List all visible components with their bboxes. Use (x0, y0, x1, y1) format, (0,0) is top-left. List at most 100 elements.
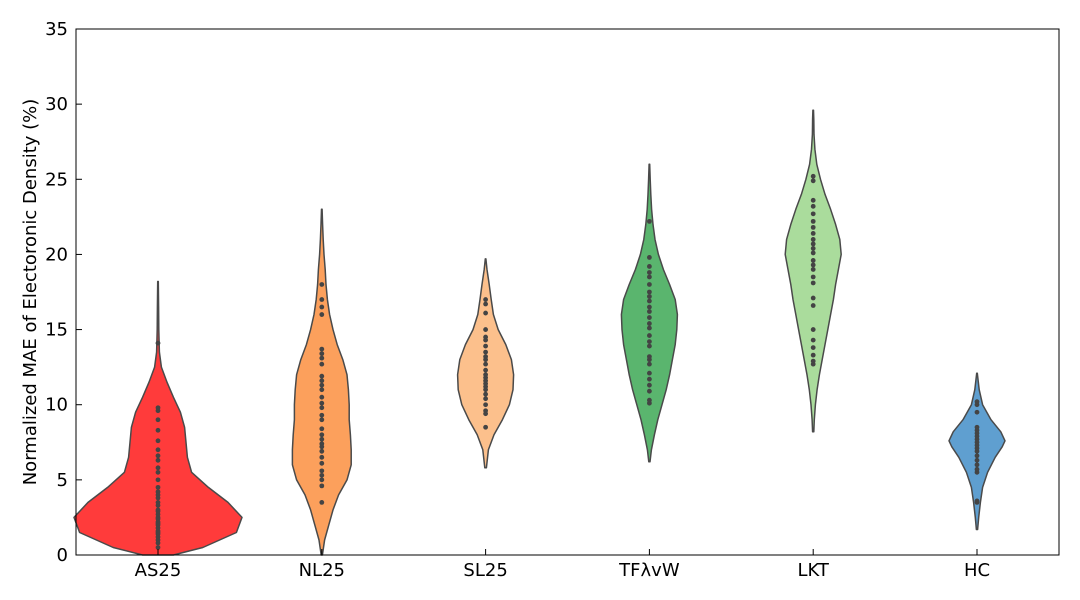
data-point (647, 382, 652, 388)
data-point (319, 304, 325, 310)
data-point (810, 258, 816, 263)
data-point (319, 373, 325, 379)
data-point (319, 468, 325, 474)
data-point (319, 483, 325, 489)
data-point (810, 274, 816, 280)
data-point (319, 426, 325, 432)
x-tick-label: LKT (797, 560, 829, 581)
data-point (810, 337, 816, 343)
data-point (810, 345, 816, 351)
data-point (810, 352, 816, 358)
y-tick-label: 35 (45, 19, 68, 40)
data-point (155, 405, 161, 411)
data-point (810, 211, 816, 217)
data-point (647, 361, 652, 367)
data-point (647, 397, 652, 403)
data-point (319, 460, 325, 466)
data-point (483, 396, 488, 402)
y-axis-label: Normalized MAE of Electoronic Density (%… (20, 99, 41, 486)
data-point (319, 346, 325, 352)
data-point (483, 391, 488, 397)
data-point (319, 472, 325, 478)
data-point (647, 333, 652, 338)
data-point (483, 408, 488, 414)
data-point (647, 289, 652, 295)
data-point (319, 477, 325, 483)
data-point (647, 354, 652, 360)
data-point (319, 405, 325, 411)
data-point (319, 387, 325, 393)
data-point (319, 378, 325, 384)
data-point (810, 197, 816, 203)
y-tick-label: 15 (45, 320, 68, 341)
data-point (810, 295, 816, 301)
data-point (483, 334, 488, 340)
data-point (647, 343, 652, 349)
plot-area-frame (75, 28, 1060, 556)
data-point (319, 417, 325, 423)
data-point (155, 469, 161, 475)
data-point (810, 250, 816, 256)
y-tick-label: 5 (57, 470, 68, 491)
data-point (810, 246, 816, 251)
data-point (155, 484, 161, 490)
data-point (647, 339, 652, 344)
data-point (647, 370, 652, 376)
data-point (974, 457, 980, 463)
x-tick-label: TFλvW (618, 560, 680, 581)
data-point (647, 321, 652, 326)
data-point (810, 237, 816, 242)
data-point (810, 224, 816, 230)
data-point (155, 447, 161, 453)
data-point (974, 399, 980, 405)
data-point (647, 309, 652, 314)
y-tick-label: 10 (45, 395, 68, 416)
y-tick-label: 20 (45, 244, 68, 265)
data-point (974, 424, 980, 430)
x-tick-label: NL25 (299, 560, 345, 581)
data-point (483, 361, 488, 367)
data-point (810, 203, 816, 209)
data-point (647, 388, 652, 394)
data-point (810, 241, 816, 247)
data-point (155, 507, 161, 513)
data-point (974, 453, 980, 459)
data-point (810, 280, 816, 286)
data-point (155, 340, 161, 346)
data-point (319, 500, 325, 505)
data-point (155, 427, 161, 433)
data-point (319, 448, 325, 454)
data-point (319, 400, 325, 406)
data-point (483, 372, 488, 378)
data-point (155, 438, 161, 444)
data-point (319, 355, 325, 361)
data-point (155, 453, 161, 459)
data-point (647, 294, 652, 299)
y-axis-ticks: 0 5 10 15 20 25 30 35 (45, 19, 82, 566)
data-point (319, 432, 325, 438)
data-point (319, 441, 325, 447)
data-point (483, 310, 488, 316)
data-point (483, 349, 488, 355)
data-point (155, 457, 161, 463)
data-point (810, 267, 816, 272)
data-point (810, 303, 816, 308)
violins (73, 109, 1006, 556)
x-tick-label: AS25 (135, 560, 182, 581)
data-point (647, 298, 652, 304)
y-tick-label: 30 (45, 94, 68, 115)
data-point (647, 304, 652, 310)
data-point (810, 327, 816, 332)
data-point (483, 424, 488, 430)
data-point (810, 358, 816, 364)
data-point (155, 465, 161, 471)
data-point (319, 394, 325, 400)
data-point (319, 297, 325, 302)
x-tick-label: SL25 (463, 560, 507, 581)
data-point (974, 462, 980, 468)
data-point (155, 417, 161, 423)
x-tick-label: HC (964, 560, 990, 581)
data-point (155, 477, 161, 483)
data-point (319, 282, 325, 287)
